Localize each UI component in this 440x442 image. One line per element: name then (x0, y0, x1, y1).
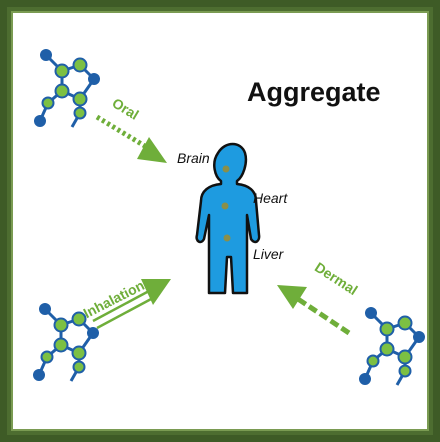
liver-label: Liver (253, 246, 285, 262)
diagram-canvas: Aggregate (11, 11, 429, 431)
title: Aggregate (247, 77, 381, 107)
brain-marker (222, 165, 230, 173)
molecule-icon-dermal (359, 307, 425, 386)
person-figure (195, 142, 261, 295)
inhalation-label: Inhalation (81, 277, 147, 321)
inhalation-arrow (92, 279, 171, 330)
dermal-label: Dermal (312, 259, 361, 298)
oral-arrow (95, 114, 167, 163)
oral-label: Oral (109, 95, 141, 123)
heart-marker (221, 202, 229, 210)
liver-marker (223, 234, 231, 242)
dermal-arrow (277, 285, 351, 336)
brain-label: Brain (177, 150, 210, 166)
exposure-diagram: Aggregate (33, 49, 425, 386)
heart-label: Heart (253, 190, 288, 206)
molecule-icon-inhalation (33, 303, 99, 382)
molecule-icon-oral (34, 49, 100, 128)
